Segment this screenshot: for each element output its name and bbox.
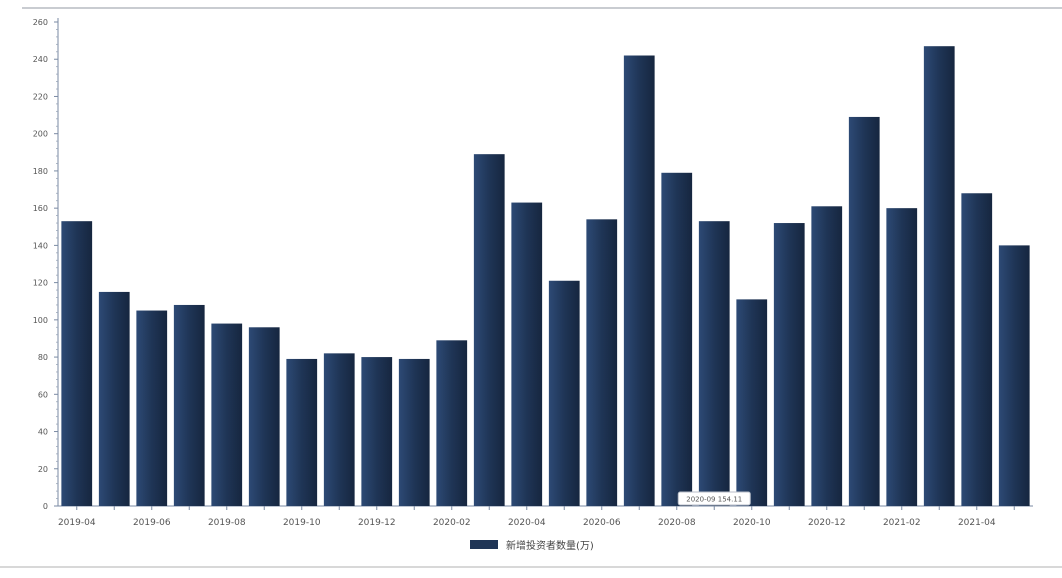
bar bbox=[773, 223, 805, 507]
bar bbox=[961, 193, 993, 506]
legend-label: 新增投资者数量(万) bbox=[506, 539, 594, 552]
x-tick-label: 2020-10 bbox=[733, 518, 771, 528]
bar bbox=[736, 299, 768, 506]
x-tick-label: 2020-04 bbox=[508, 518, 546, 528]
top-divider bbox=[22, 7, 1062, 9]
y-tick-label: 140 bbox=[33, 241, 48, 250]
bar bbox=[586, 219, 618, 507]
y-tick-label: 60 bbox=[38, 390, 48, 399]
bar bbox=[848, 116, 880, 506]
bar bbox=[473, 154, 505, 506]
y-tick-label: 240 bbox=[33, 55, 48, 64]
y-tick-label: 100 bbox=[33, 316, 48, 325]
bar bbox=[436, 340, 468, 506]
y-tick-label: 120 bbox=[33, 279, 48, 288]
x-tick-label: 2020-12 bbox=[808, 518, 846, 528]
bar bbox=[398, 358, 430, 506]
bar bbox=[211, 323, 243, 506]
bar bbox=[811, 206, 843, 507]
x-tick-label: 2020-06 bbox=[583, 518, 621, 528]
tooltip-box bbox=[677, 491, 751, 506]
tooltip-text: 2020-09 154.11 bbox=[686, 496, 742, 504]
bar bbox=[886, 208, 918, 506]
bar bbox=[661, 172, 693, 507]
bar bbox=[286, 358, 318, 506]
bar bbox=[511, 202, 543, 507]
bar bbox=[548, 280, 580, 506]
x-tick-label: 2019-12 bbox=[358, 518, 396, 528]
bar bbox=[173, 304, 205, 506]
bar bbox=[923, 46, 955, 506]
bar bbox=[623, 55, 655, 506]
bottom-divider bbox=[0, 566, 1062, 568]
y-tick-label: 260 bbox=[33, 18, 48, 27]
bar bbox=[136, 310, 168, 506]
bar bbox=[323, 353, 355, 506]
bar bbox=[361, 357, 393, 506]
x-tick-label: 2019-10 bbox=[283, 518, 321, 528]
bar bbox=[248, 327, 280, 506]
x-tick-label: 2020-08 bbox=[658, 518, 696, 528]
y-tick-label: 220 bbox=[33, 92, 48, 101]
x-tick-label: 2021-04 bbox=[958, 518, 996, 528]
y-tick-label: 160 bbox=[33, 204, 48, 213]
x-tick-label: 2019-08 bbox=[208, 518, 246, 528]
bar bbox=[698, 221, 730, 506]
legend-swatch bbox=[470, 540, 498, 549]
y-tick-label: 20 bbox=[38, 465, 48, 474]
x-tick-label: 2020-02 bbox=[433, 518, 471, 528]
y-tick-label: 80 bbox=[38, 353, 48, 362]
y-tick-label: 180 bbox=[33, 167, 48, 176]
y-tick-label: 40 bbox=[38, 428, 48, 437]
y-tick-label: 0 bbox=[43, 502, 48, 511]
x-tick-label: 2021-02 bbox=[883, 518, 921, 528]
x-tick-label: 2019-06 bbox=[133, 518, 171, 528]
bar bbox=[998, 245, 1030, 506]
x-tick-label: 2019-04 bbox=[58, 518, 96, 528]
bar bbox=[98, 291, 130, 506]
y-tick-label: 200 bbox=[33, 130, 48, 139]
bar bbox=[61, 221, 93, 506]
